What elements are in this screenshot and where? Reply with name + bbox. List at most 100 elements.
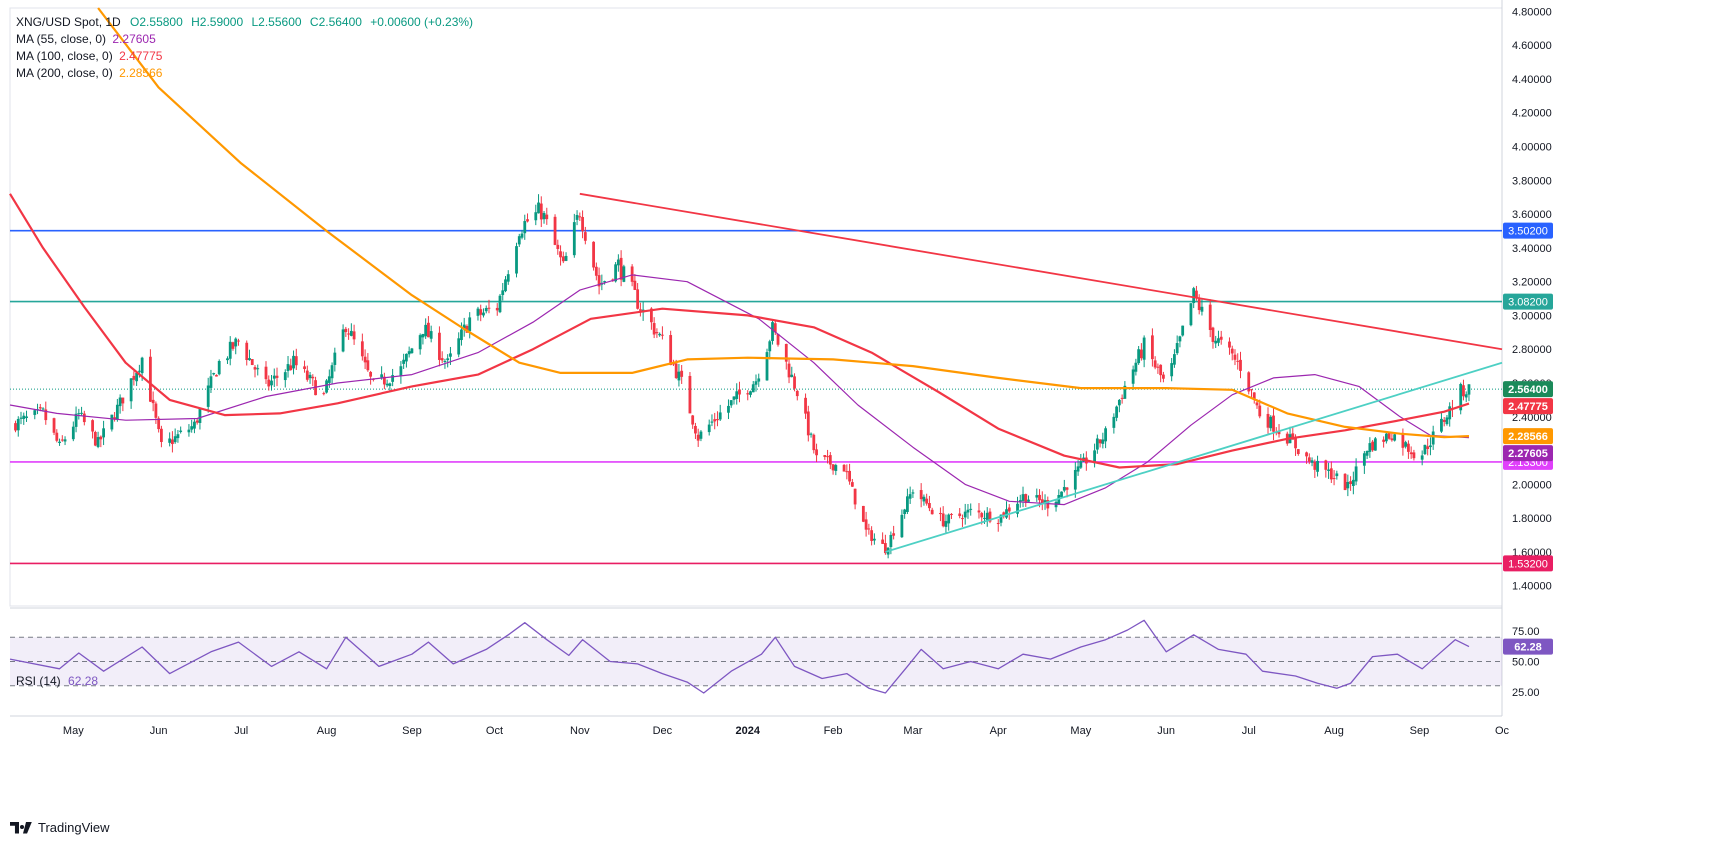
grid	[9, 0, 1503, 717]
candle-body	[132, 375, 136, 380]
candle-body	[1219, 336, 1223, 340]
candle-body	[1093, 450, 1096, 464]
time-tick-label: Apr	[990, 725, 1007, 737]
candle-body	[930, 509, 934, 515]
candle-body	[1233, 354, 1237, 360]
candle-body	[1250, 389, 1253, 391]
candle-body	[1098, 439, 1102, 444]
candle-body	[947, 514, 951, 524]
ma200-row[interactable]: MA (200, close, 0) 2.28566	[16, 65, 473, 82]
candle-body	[74, 413, 78, 427]
candle-body	[1371, 441, 1375, 451]
candle-body	[1175, 343, 1179, 354]
candle-body	[275, 375, 279, 378]
candle-body	[925, 498, 929, 504]
candle-body	[352, 331, 356, 340]
candle-body	[1024, 494, 1028, 503]
chart-legend: XNG/USD Spot, 1D O2.55800 H2.59000 L2.55…	[16, 14, 473, 82]
trend-lines	[579, 192, 1503, 553]
candle-body	[594, 266, 598, 276]
candle-body	[1462, 385, 1465, 397]
candle-body	[308, 374, 312, 379]
candle-body	[661, 334, 664, 336]
candle-body	[91, 420, 94, 432]
candle-body	[366, 360, 370, 371]
candle-body	[209, 376, 213, 388]
candle-body	[1095, 438, 1099, 450]
candle-body	[771, 322, 774, 342]
rsi-tick-label: 75.00	[1512, 626, 1540, 638]
ma55-row[interactable]: MA (55, close, 0) 2.27605	[16, 31, 473, 48]
candle-body	[919, 490, 923, 500]
candle-body	[1043, 500, 1047, 503]
candle-body	[765, 352, 769, 381]
candle-body	[1269, 416, 1273, 429]
candle-body	[864, 519, 868, 530]
candle-body	[193, 421, 196, 429]
candle-body	[649, 308, 653, 323]
candle-body	[1040, 499, 1044, 505]
candle-body	[520, 233, 524, 238]
candle-body	[958, 513, 962, 517]
candle-body	[867, 528, 871, 530]
time-tick-label: Jul	[234, 725, 248, 737]
candle-body	[735, 391, 739, 399]
candle-body	[1440, 418, 1443, 432]
candle-body	[19, 417, 23, 419]
candle-body	[462, 324, 466, 330]
price-axis: 1.400001.600001.800002.000002.200002.400…	[1512, 6, 1552, 698]
candle-body	[1214, 340, 1218, 344]
candle-body	[245, 342, 249, 361]
candle-body	[1401, 432, 1405, 448]
candle-body	[160, 428, 163, 442]
candle-body	[115, 404, 119, 420]
ma100-row[interactable]: MA (100, close, 0) 2.47775	[16, 48, 473, 65]
ma55-label: MA (55, close, 0)	[16, 32, 107, 46]
candle-body	[237, 340, 240, 342]
candle-body	[564, 255, 568, 261]
candle-body	[198, 408, 202, 423]
candle-body	[1349, 481, 1352, 485]
candle-body	[55, 432, 59, 441]
candle-body	[253, 367, 257, 370]
candle-body	[581, 217, 584, 232]
candle-body	[883, 543, 887, 554]
candle-body	[1178, 336, 1182, 342]
candle-body	[341, 329, 345, 352]
candle-body	[248, 358, 251, 361]
ma100-label: MA (100, close, 0)	[16, 49, 113, 63]
ma55-value: 2.27605	[112, 32, 156, 46]
ma200-label: MA (200, close, 0)	[16, 66, 113, 80]
ma-price-label: 2.27605	[1508, 448, 1548, 460]
candle-body	[985, 512, 989, 520]
candle-body	[1393, 434, 1397, 441]
candle-body	[517, 236, 521, 245]
rsi-tick-label: 25.00	[1512, 687, 1540, 699]
candle-body	[1354, 466, 1358, 482]
candle-body	[1156, 366, 1160, 368]
candle-body	[1382, 439, 1386, 442]
candle-body	[616, 259, 620, 266]
candle-body	[652, 323, 656, 335]
candle-body	[1368, 443, 1372, 452]
candle-body	[1313, 461, 1317, 470]
candle-body	[154, 403, 158, 418]
candle-body	[658, 333, 662, 336]
candle-body	[1316, 460, 1319, 472]
candle-body	[231, 342, 235, 349]
candle-body	[71, 426, 75, 440]
candle-body	[622, 266, 626, 282]
candle-body	[151, 399, 155, 404]
candle-body	[272, 375, 276, 379]
candle-body	[749, 391, 752, 395]
candle-body	[1266, 413, 1270, 428]
candle-body	[1310, 460, 1314, 463]
tradingview-logo[interactable]: TradingView	[10, 820, 110, 835]
ma-price-tag	[1503, 445, 1553, 462]
candle-body	[1305, 452, 1308, 457]
rsi-legend[interactable]: RSI (14) 62.28	[16, 674, 98, 688]
candle-body	[1258, 405, 1262, 417]
candle-body	[872, 538, 876, 541]
candle-body	[1195, 290, 1198, 299]
